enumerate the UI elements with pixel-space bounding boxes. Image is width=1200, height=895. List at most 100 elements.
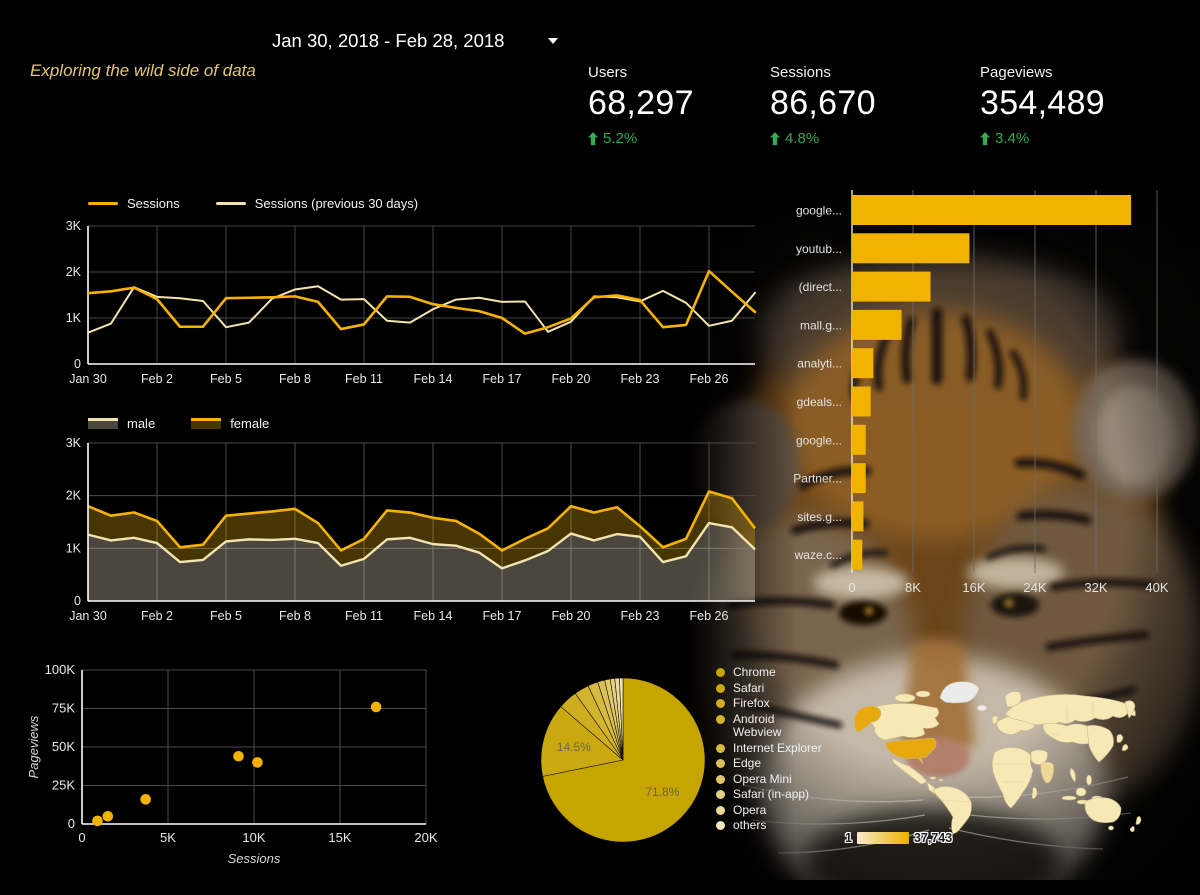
pie-legend-label: others [733, 818, 767, 832]
region-scandinavia [1004, 691, 1022, 707]
svg-text:Feb 17: Feb 17 [483, 609, 522, 623]
state-alaska [854, 705, 882, 733]
svg-text:Feb 23: Feb 23 [621, 372, 660, 386]
svg-text:100K: 100K [45, 662, 76, 677]
pie-chart-legend: Chrome Safari Firefox Android Webview Intern… [716, 665, 856, 835]
svg-text:5K: 5K [160, 830, 176, 845]
svg-text:mall.g...: mall.g... [800, 318, 842, 332]
pie-legend-item[interactable]: others [716, 818, 856, 833]
svg-text:25K: 25K [52, 778, 75, 793]
chevron-down-icon [548, 38, 559, 44]
legend-swatch [191, 418, 222, 429]
svg-text:Feb 5: Feb 5 [210, 609, 242, 623]
pie-legend-label: Edge [733, 756, 762, 770]
pie-legend-swatch-icon [716, 714, 725, 724]
svg-text:google...: google... [796, 433, 842, 447]
svg-text:Feb 2: Feb 2 [141, 609, 173, 623]
svg-text:Sessions: Sessions [228, 851, 281, 866]
svg-text:Feb 23: Feb 23 [621, 609, 660, 623]
country-madagascar [1031, 787, 1038, 799]
world-map-chart[interactable] [845, 660, 1200, 838]
svg-text:Feb 5: Feb 5 [210, 372, 242, 386]
pie-legend-swatch-icon [716, 743, 725, 753]
svg-text:Feb 2: Feb 2 [141, 372, 173, 386]
country-japan [1116, 734, 1124, 743]
pie-legend-label: Firefox [733, 696, 770, 710]
svg-text:(direct...: (direct... [799, 280, 842, 294]
svg-text:Feb 11: Feb 11 [345, 372, 383, 386]
kpi-value: 86,670 [770, 84, 876, 122]
continent-south-america [932, 786, 972, 835]
svg-text:0: 0 [78, 830, 85, 845]
svg-text:Partner...: Partner... [793, 472, 842, 486]
svg-text:youtub...: youtub... [796, 242, 842, 256]
pie-slice-chrome[interactable] [542, 677, 706, 843]
svg-text:71.8%: 71.8% [645, 785, 679, 799]
pie-legend-label: Safari (in-app) [733, 787, 810, 801]
legend-item-male[interactable]: male [88, 416, 155, 431]
pie-legend-item[interactable]: Chrome [716, 665, 856, 680]
svg-text:analyti...: analyti... [797, 357, 842, 371]
pageviews-sessions-scatter-chart[interactable]: 0 25K 50K 75K 100K 0 5K 10K 15K 20K Sessions Pagevi… [20, 655, 460, 869]
browser-pie-chart[interactable]: 71.8% 14.5% [540, 676, 708, 844]
kpi-value: 354,489 [980, 84, 1106, 122]
svg-text:16K: 16K [962, 580, 985, 595]
area-chart-legend: male female [88, 416, 269, 431]
tiger-background-photo [683, 185, 1200, 880]
svg-text:1K: 1K [66, 541, 82, 555]
svg-text:Feb 26: Feb 26 [690, 609, 729, 623]
legend-label: female [230, 416, 270, 431]
line-chart-legend: Sessions Sessions (previous 30 days) [88, 196, 418, 211]
legend-item-sessions-previous[interactable]: Sessions (previous 30 days) [215, 196, 418, 211]
svg-text:Feb 11: Feb 11 [345, 609, 383, 623]
svg-text:0: 0 [74, 594, 81, 608]
svg-text:2K: 2K [66, 489, 82, 503]
gender-area-chart[interactable]: 0 1K 2K 3K Jan 30 Feb 2 Feb 5 Feb 8 Feb 11 Feb 14… [60, 436, 770, 628]
svg-text:40K: 40K [1145, 580, 1168, 595]
svg-text:Jan 30: Jan 30 [69, 609, 107, 623]
map-legend: 1 37,743 [845, 831, 952, 845]
svg-text:0: 0 [68, 816, 75, 831]
date-range-label: Jan 30, 2018 - Feb 28, 2018 [272, 30, 505, 51]
legend-item-sessions[interactable]: Sessions [88, 196, 180, 211]
kpi-pageviews: Pageviews 354,489 3.4% [980, 64, 1170, 147]
svg-text:2K: 2K [66, 265, 82, 279]
pie-legend-item[interactable]: Edge [716, 756, 856, 771]
svg-text:Feb 20: Feb 20 [552, 372, 591, 386]
pie-legend-label: Internet Explorer [733, 740, 822, 755]
pie-legend-swatch-icon [716, 668, 725, 677]
pie-legend-item[interactable]: Internet Explorer [716, 740, 856, 756]
country-mexico [892, 757, 928, 785]
legend-item-female[interactable]: female [191, 416, 269, 431]
legend-swatch [88, 418, 118, 429]
svg-text:8K: 8K [905, 580, 921, 595]
country-india [1040, 761, 1054, 784]
traffic-source-bar-chart[interactable]: google... youtub... (direct... mall.g... ana… [780, 188, 1200, 600]
arrow-up-icon [588, 132, 598, 145]
svg-text:3K: 3K [66, 219, 82, 233]
date-range-control[interactable]: Jan 30, 2018 - Feb 28, 2018 [272, 30, 559, 52]
pie-slice-safari[interactable] [540, 706, 624, 777]
pie-legend-item[interactable]: Safari (in-app) [716, 787, 856, 802]
continent-asia [1004, 694, 1136, 726]
kpi-label: Users [588, 64, 628, 81]
pie-legend-item[interactable]: Opera Mini [716, 771, 856, 787]
svg-text:0: 0 [74, 357, 81, 371]
country-new-zealand [1135, 816, 1142, 825]
svg-text:Feb 20: Feb 20 [552, 609, 591, 623]
kpi-delta: 5.2% [588, 130, 778, 147]
pie-legend-item[interactable]: Opera [716, 803, 856, 818]
pie-legend-swatch-icon [716, 790, 725, 799]
pie-legend-item[interactable]: Firefox [716, 696, 856, 711]
pie-slice-others[interactable] [619, 677, 624, 761]
sessions-line-chart[interactable]: 0 1K 2K 3K Jan 30 Feb 2 Feb 5 Feb 8 Feb 11 Feb 14… [60, 218, 770, 390]
svg-text:google...: google... [796, 204, 842, 218]
pie-legend-item[interactable]: Android Webview [716, 712, 856, 740]
pie-legend-swatch-icon [716, 774, 725, 784]
pie-legend-item[interactable]: Safari [716, 681, 856, 696]
svg-text:Feb 17: Feb 17 [483, 372, 522, 386]
map-legend-min: 1 [845, 831, 852, 845]
pie-legend-label: Opera Mini [733, 771, 792, 786]
region-east-asia [1086, 725, 1114, 763]
